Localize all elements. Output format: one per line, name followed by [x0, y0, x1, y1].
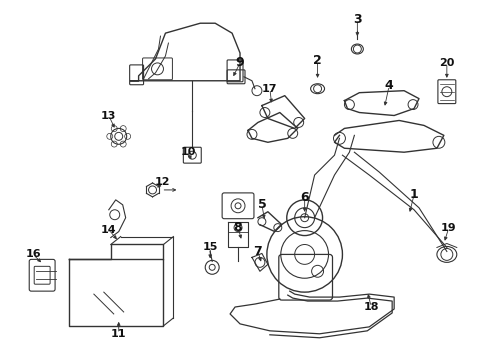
Text: 11: 11 — [111, 329, 126, 339]
Text: 5: 5 — [258, 198, 266, 211]
Text: 12: 12 — [155, 177, 170, 187]
Text: 16: 16 — [25, 249, 41, 260]
Text: 10: 10 — [181, 147, 196, 157]
Text: 2: 2 — [313, 54, 322, 67]
Text: 7: 7 — [253, 245, 262, 258]
Text: 1: 1 — [410, 188, 418, 201]
Text: 19: 19 — [441, 222, 457, 233]
Text: 15: 15 — [202, 243, 218, 252]
Text: 18: 18 — [364, 302, 379, 312]
Text: 17: 17 — [262, 84, 278, 94]
Text: 13: 13 — [101, 111, 117, 121]
Text: 4: 4 — [385, 79, 393, 92]
Text: 9: 9 — [236, 57, 245, 69]
Text: 8: 8 — [234, 221, 243, 234]
Text: 20: 20 — [439, 58, 455, 68]
Text: 6: 6 — [300, 192, 309, 204]
Text: 3: 3 — [353, 13, 362, 26]
Text: 14: 14 — [101, 225, 117, 235]
